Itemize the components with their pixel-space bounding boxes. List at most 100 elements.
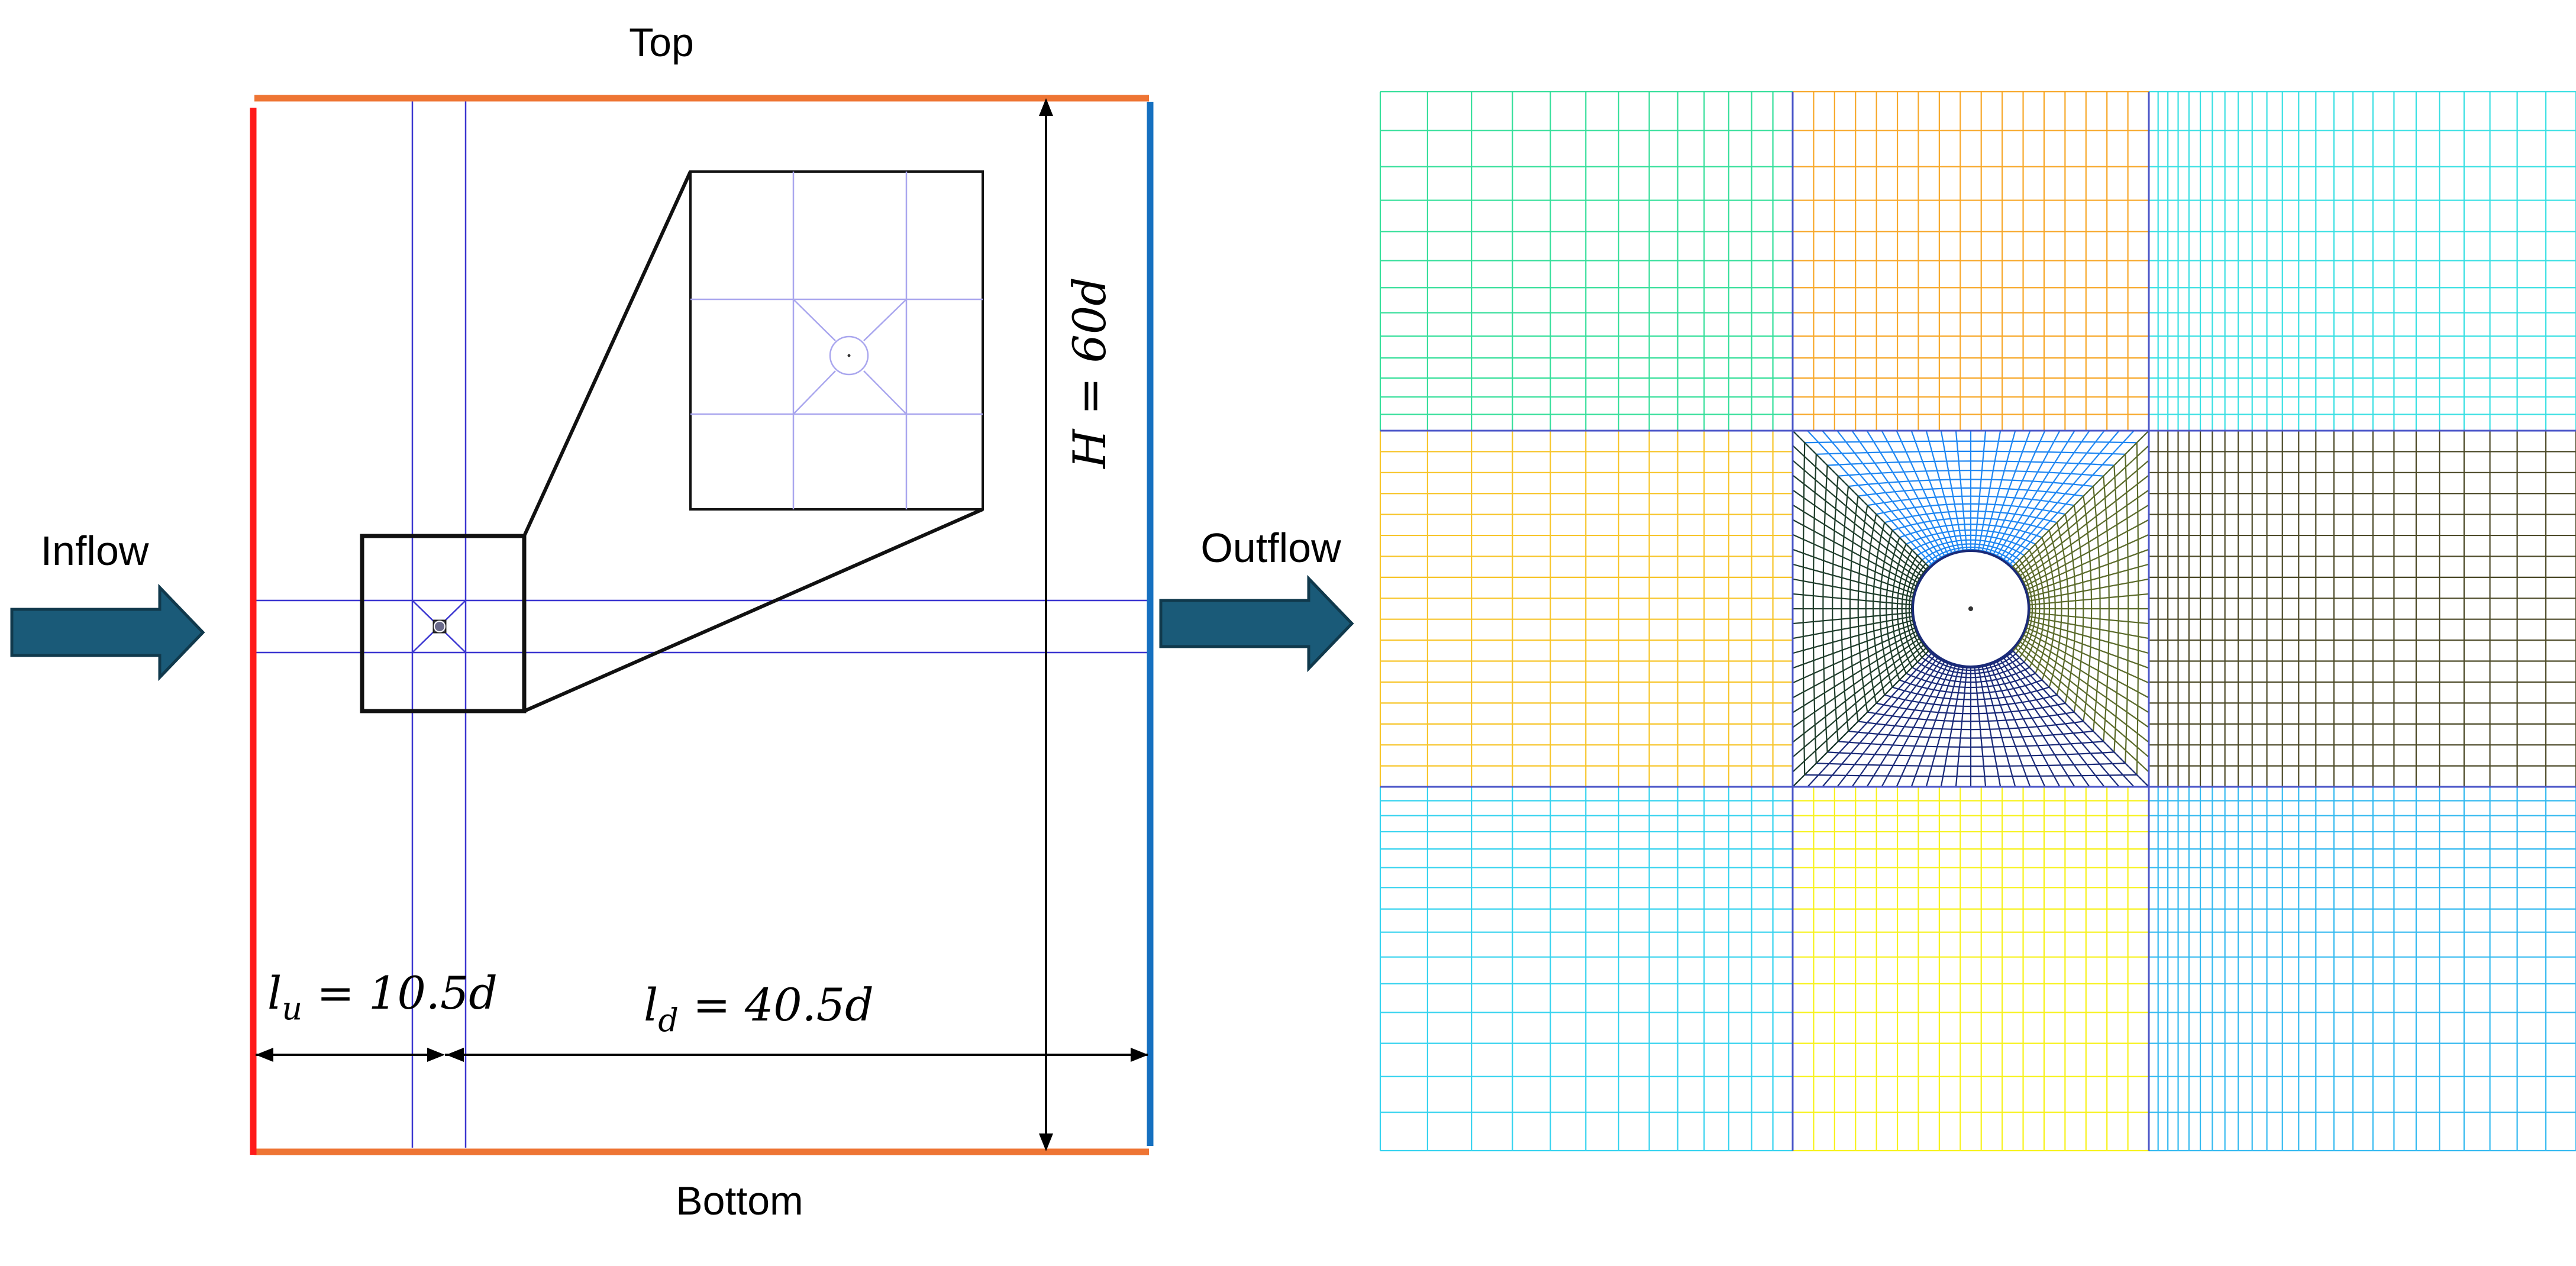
- mesh-ogrid-ring: [1925, 653, 2016, 671]
- mesh-cylinder-center-dot: [1968, 606, 1973, 611]
- mesh-ogrid-ring: [1805, 440, 2137, 444]
- mesh-ogrid-ring: [1884, 510, 2058, 524]
- mesh-ogrid-radial: [1792, 519, 1918, 587]
- domain-panel: Top Bottom H = 60d lu = 10.5d ld = 40.5d: [250, 20, 1154, 1223]
- inflow-label: Inflow: [41, 528, 149, 574]
- top-label: Top: [629, 20, 694, 65]
- mesh-ogrid-ring: [2035, 544, 2051, 674]
- mesh-ogrid-radial: [1955, 430, 1968, 551]
- mesh-ogrid-radial: [1792, 445, 1928, 571]
- mesh-ogrid-ring: [1886, 537, 1900, 680]
- mesh-ogrid-radial: [1792, 615, 1914, 640]
- mesh-ogrid-radial: [1792, 630, 1918, 699]
- mesh-ogrid-ring: [2041, 537, 2056, 680]
- mesh-ogrid-radial: [2022, 504, 2149, 584]
- mesh-ogrid-radial: [1977, 430, 2002, 552]
- inset-center-dot: [847, 354, 851, 357]
- height-label: H = 60d: [1063, 277, 1116, 470]
- mesh-ogrid-radial: [2018, 640, 2149, 743]
- mesh-ogrid-radial: [1977, 666, 2002, 787]
- mesh-ogrid-radial: [1881, 430, 1949, 556]
- mesh-ogrid-radial: [1822, 654, 1936, 787]
- mesh-ogrid-ring: [1876, 702, 2065, 715]
- downstream-symbol: l: [644, 978, 658, 1031]
- upstream-length-label: lu = 10.5d: [267, 967, 498, 1027]
- dimension-arrowheads: [256, 98, 1148, 1151]
- mesh-ogrid-radial: [1955, 666, 1968, 787]
- mesh-ogrid-ring: [1876, 503, 2065, 515]
- mesh-ogrid-ring: [1884, 694, 2058, 708]
- mesh-ogrid-radial: [2028, 612, 2149, 625]
- mesh-ogrid-radial: [1866, 660, 1946, 787]
- outflow-group: Outflow: [1159, 525, 1354, 673]
- mesh-ogrid-ring: [1838, 470, 2104, 477]
- mesh-ogrid-ring: [1827, 460, 2115, 466]
- mesh-ogrid-radial: [1836, 656, 1939, 787]
- mesh-ogrid-radial: [1792, 643, 1925, 758]
- inset-cylinder: [829, 335, 869, 376]
- zoom-connector-bottom: [523, 508, 984, 713]
- arrowhead: [1039, 1133, 1053, 1151]
- outflow-label: Outflow: [1200, 525, 1341, 571]
- mesh-ogrid-ring: [2103, 476, 2110, 742]
- mesh-ogrid-radial: [2002, 656, 2105, 787]
- dimension-lines: [256, 101, 1148, 1149]
- mesh-ogrid-ring: [1912, 667, 2030, 683]
- mesh-ogrid-ring: [1802, 443, 1806, 775]
- mesh-ogrid-ring: [2113, 465, 2119, 753]
- mesh-ogrid-ring: [1872, 522, 1886, 696]
- mesh-ogrid-radial: [1940, 430, 1964, 552]
- inflow-group: Inflow: [10, 528, 205, 682]
- mesh-ogrid-ring: [1912, 534, 2030, 551]
- mesh-ogrid-ring: [2136, 443, 2139, 775]
- mesh-ogrid-radial: [2008, 651, 2135, 787]
- mesh-ogrid-ring: [1838, 741, 2104, 748]
- mesh-ogrid-ring: [1849, 496, 1859, 722]
- mesh-ogrid-radial: [2022, 634, 2149, 713]
- mesh-ogrid-radial: [2008, 430, 2135, 566]
- mesh-ogrid-ring: [1816, 450, 2126, 455]
- mesh-ogrid-ring: [1906, 529, 2036, 545]
- mesh-ogrid-ring: [2019, 559, 2036, 658]
- mesh-ogrid-ring: [1848, 730, 2094, 739]
- mesh-ogrid-radial: [1792, 460, 1925, 574]
- mesh-ogrid-radial: [2024, 630, 2149, 699]
- mesh-ogrid-ring: [1925, 546, 2016, 564]
- downstream-subscript: d: [658, 1002, 679, 1039]
- mesh-ogrid-radial: [2028, 578, 2149, 602]
- mesh-ogrid-ring: [1827, 751, 2115, 757]
- mesh-ogrid-radial: [2028, 593, 2149, 606]
- mesh-panel: [1379, 91, 2576, 1152]
- mesh-ogrid-ring: [2023, 555, 2041, 663]
- mesh-ogrid-radial: [1866, 430, 1946, 557]
- mesh-ogrid-ring: [2056, 522, 2070, 696]
- mesh-ogrid-ring: [1867, 495, 2074, 506]
- outflow-arrow: [1159, 574, 1354, 673]
- mesh-ogrid-ring: [1892, 686, 2049, 700]
- mesh-ogrid-ring: [1917, 661, 2025, 679]
- mesh-ogrid-radial: [2011, 649, 2149, 787]
- mesh-ogrid-radial: [1792, 593, 1913, 606]
- mesh-ogrid-ring: [1857, 505, 1868, 712]
- mesh-ogrid-radial: [1792, 504, 1919, 584]
- mesh-ogrid-ring: [1908, 563, 1926, 654]
- inset-line: [863, 370, 907, 415]
- mesh-ogrid-radial: [1792, 430, 1931, 569]
- mesh-ogrid-radial: [2002, 430, 2105, 561]
- mesh-ogrid-ring: [1816, 763, 2126, 767]
- mesh-ogrid-radial: [1822, 430, 1936, 563]
- mesh-ogrid-radial: [1996, 430, 2075, 557]
- mesh-ogrid-ring: [1901, 555, 1918, 663]
- mesh-ogrid-ring: [2048, 530, 2062, 687]
- mesh-ogrid-radial: [2020, 489, 2149, 580]
- mesh-ogrid-radial: [1792, 634, 1919, 713]
- mesh-ogrid-ring: [2073, 505, 2084, 712]
- mesh-ogrid-radial: [2005, 654, 2120, 787]
- mesh-ogrid-radial: [2016, 643, 2149, 758]
- mesh-ogrid-radial: [1792, 489, 1921, 580]
- mesh-ogrid-ring: [1905, 559, 1923, 658]
- mesh-ogrid-radial: [1940, 666, 1964, 787]
- mesh-ogrid-radial: [1792, 637, 1921, 728]
- mesh-ogrid-radial: [1807, 651, 1933, 787]
